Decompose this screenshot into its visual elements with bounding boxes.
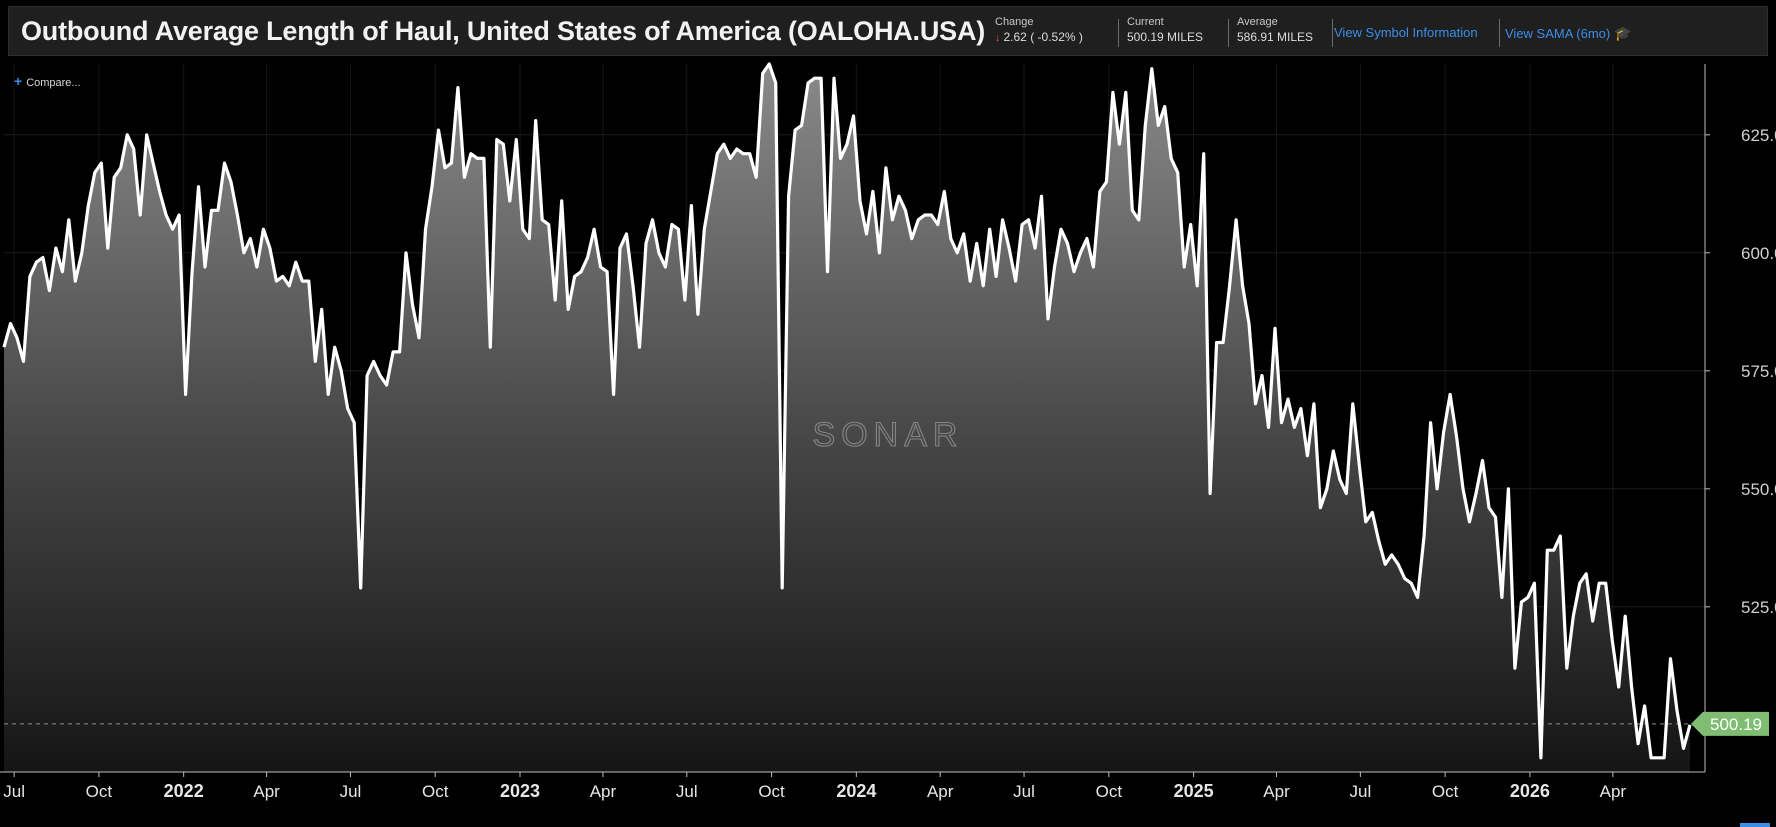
- change-stat: Change ↓ 2.62 ( -0.52% ): [995, 15, 1083, 47]
- x-tick-label: Jul: [3, 782, 25, 801]
- current-stat: Current 500.19 MILES: [1127, 15, 1203, 46]
- x-tick-label: 2024: [836, 781, 876, 801]
- y-tick-label: 625.00: [1741, 126, 1776, 145]
- arrow-down-icon: ↓: [995, 32, 1001, 44]
- x-tick-label: Apr: [1263, 782, 1290, 801]
- x-tick-label: 2023: [500, 781, 540, 801]
- current-value: 500.19 MILES: [1127, 30, 1204, 44]
- change-label: Change: [995, 16, 1034, 28]
- header-divider: [1499, 19, 1500, 47]
- average-value: 586.91 MILES: [1237, 30, 1314, 44]
- x-tick-label: 2026: [1510, 781, 1550, 801]
- chart-title: Outbound Average Length of Haul, United …: [21, 16, 986, 46]
- scroll-indicator[interactable]: [1740, 823, 1770, 827]
- x-tick-label: Oct: [1432, 782, 1459, 801]
- header-divider: [1332, 19, 1333, 47]
- y-tick-label: 600.00: [1741, 244, 1776, 263]
- x-tick-label: 2025: [1174, 781, 1214, 801]
- y-tick-label: 575.00: [1741, 362, 1776, 381]
- view-sama-label: View SAMA (6mo): [1505, 26, 1611, 41]
- x-tick-label: Oct: [758, 782, 785, 801]
- current-value-label: 500.19: [1710, 715, 1762, 734]
- y-axis-ticks: 625.00 600.00 575.00 550.00 525.00: [1705, 126, 1776, 617]
- header-divider: [1118, 19, 1119, 47]
- sonar-watermark: SONAR: [813, 416, 964, 454]
- compare-label: Compare...: [26, 77, 81, 89]
- view-sama-link[interactable]: View SAMA (6mo) 🎓: [1505, 25, 1632, 42]
- x-tick-label: Oct: [1096, 782, 1123, 801]
- y-tick-label: 525.00: [1741, 598, 1776, 617]
- average-label: Average: [1237, 16, 1278, 28]
- x-tick-label: Jul: [1013, 782, 1035, 801]
- average-stat: Average 586.91 MILES: [1237, 15, 1313, 46]
- x-tick-label: Apr: [927, 782, 954, 801]
- x-tick-label: Jul: [676, 782, 698, 801]
- chart-header: Outbound Average Length of Haul, United …: [8, 6, 1768, 56]
- x-tick-label: Oct: [422, 782, 449, 801]
- x-axis-ticks: Jul Oct 2022 Apr Jul Oct 2023 Apr Jul Oct 2024 Apr J…: [3, 772, 1626, 801]
- x-tick-label: Jul: [340, 782, 362, 801]
- compare-button[interactable]: + Compare...: [14, 73, 81, 89]
- series-line: [2, 62, 1692, 760]
- header-divider: [1228, 19, 1229, 47]
- x-tick-label: 2022: [164, 781, 204, 801]
- x-tick-label: Oct: [86, 782, 113, 801]
- x-tick-label: Apr: [1600, 782, 1627, 801]
- current-value-badge: 500.19: [1691, 711, 1769, 736]
- view-symbol-information-link[interactable]: View Symbol Information: [1334, 25, 1478, 40]
- current-value-badge-shape: [1691, 711, 1769, 736]
- change-value: 2.62 ( -0.52% ): [1003, 30, 1083, 44]
- graduation-cap-icon: 🎓: [1614, 25, 1632, 41]
- x-tick-label: Apr: [590, 782, 617, 801]
- y-tick-label: 550.00: [1741, 480, 1776, 499]
- x-tick-label: Jul: [1350, 782, 1372, 801]
- current-label: Current: [1127, 16, 1164, 28]
- plus-icon: +: [14, 73, 23, 89]
- x-tick-label: Apr: [253, 782, 280, 801]
